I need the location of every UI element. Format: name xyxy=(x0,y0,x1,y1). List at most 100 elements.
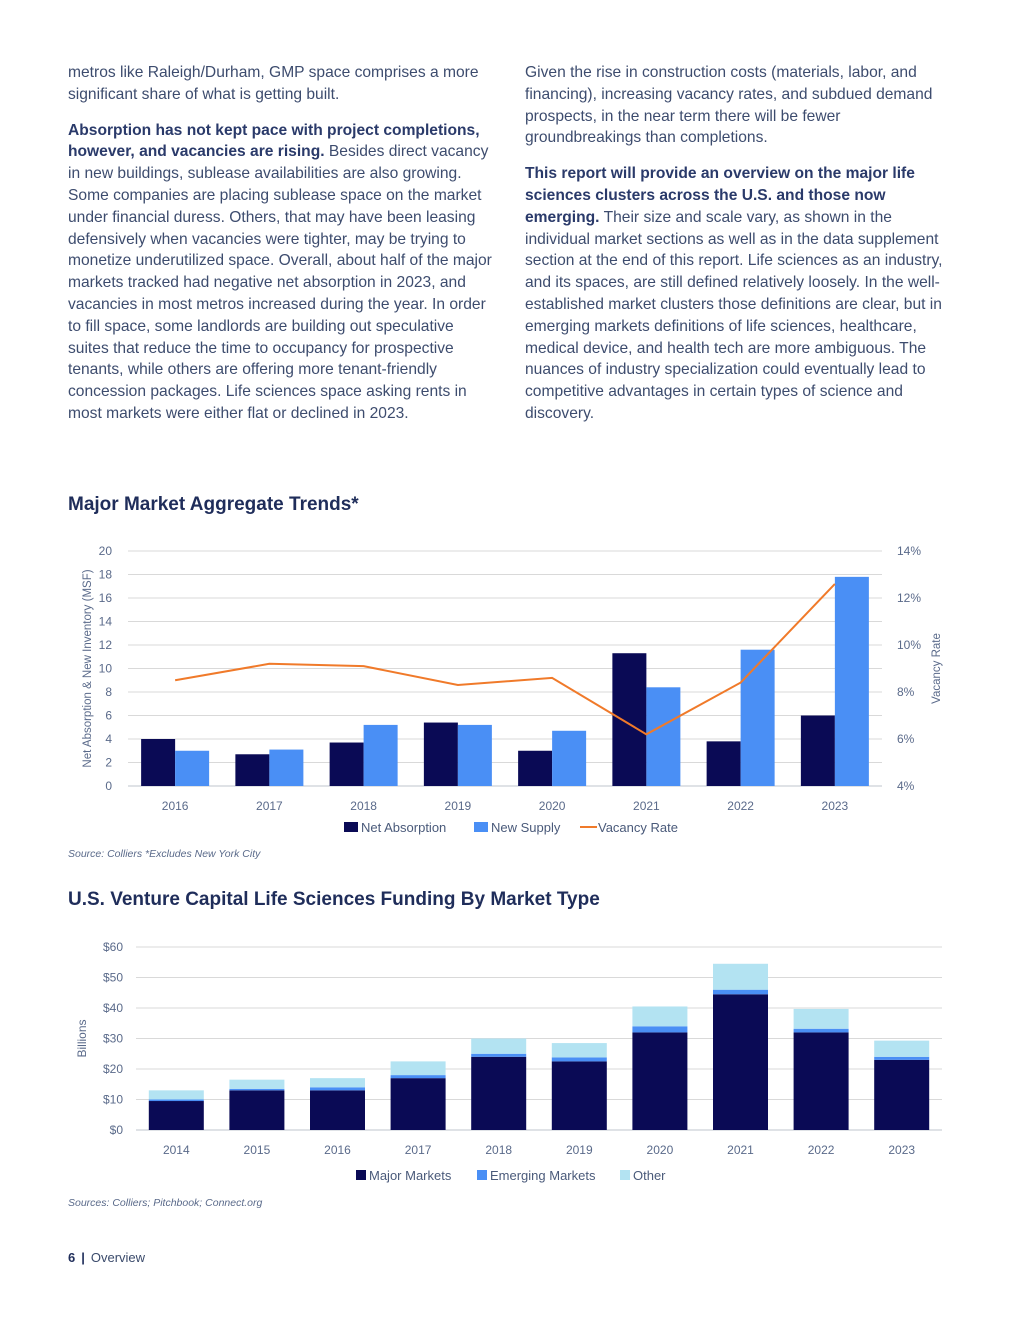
line-vacancy-rate xyxy=(174,583,836,736)
bar-major-markets xyxy=(874,1059,930,1130)
y-axis-title: Net Absorption & New Inventory (MSF) xyxy=(82,569,94,767)
bar-emerging-markets xyxy=(310,1087,365,1091)
y-right-tick-label: 8% xyxy=(897,685,915,699)
bar-new-supply xyxy=(269,749,304,786)
bar-net-absorption xyxy=(518,750,553,786)
bar-new-supply xyxy=(552,730,587,786)
bar-emerging-markets xyxy=(471,1053,527,1057)
x-tick-label: 2016 xyxy=(162,799,189,813)
text-column-right: Given the rise in construction costs (ma… xyxy=(525,62,957,439)
chart1-title: Major Market Aggregate Trends* xyxy=(68,494,359,515)
bar-major-markets xyxy=(148,1101,204,1130)
bar-emerging-markets xyxy=(551,1057,607,1062)
legend-swatch-net-absorption xyxy=(344,822,358,832)
bar-new-supply xyxy=(363,724,398,786)
legend-label: New Supply xyxy=(491,820,561,835)
x-tick-label: 2019 xyxy=(445,799,472,813)
bar-other xyxy=(632,1006,688,1027)
footer-separator: | xyxy=(81,1250,85,1265)
bar-net-absorption xyxy=(800,715,835,786)
text-column-left: metros like Raleigh/Durham, GMP space co… xyxy=(68,62,498,439)
x-tick-label: 2021 xyxy=(727,1143,754,1157)
bar-new-supply xyxy=(457,724,492,786)
y-right-tick-label: 14% xyxy=(897,544,921,558)
x-tick-label: 2015 xyxy=(244,1143,271,1157)
bar-emerging-markets xyxy=(632,1026,688,1033)
bar-major-markets xyxy=(310,1090,365,1130)
y-tick-label: $20 xyxy=(103,1062,123,1076)
bar-net-absorption xyxy=(612,653,647,786)
x-tick-label: 2018 xyxy=(485,1143,512,1157)
bar-other xyxy=(310,1078,365,1088)
chart1-source: Source: Colliers *Excludes New York City xyxy=(68,848,261,860)
bar-net-absorption xyxy=(423,722,458,786)
legend-swatch xyxy=(356,1170,366,1180)
bar-major-markets xyxy=(713,994,768,1130)
paragraph-lead: Absorption has not kept pace with projec… xyxy=(68,121,480,161)
y-tick-label: $50 xyxy=(103,971,123,985)
x-tick-label: 2017 xyxy=(405,1143,432,1157)
bar-emerging-markets xyxy=(148,1099,204,1102)
footer-section: Overview xyxy=(90,1250,146,1265)
chart2-svg: $0 $10 $20 $30 $40 $50 $60 Billions 2014 2015 2016… xyxy=(75,940,942,1183)
y-tick-label: $10 xyxy=(103,1093,123,1107)
y-tick-label: 10 xyxy=(99,662,113,676)
bar-other xyxy=(471,1038,527,1054)
paragraph: This report will provide an overview on … xyxy=(525,165,943,422)
bar-net-absorption xyxy=(141,739,176,786)
y-tick-label: $40 xyxy=(103,1001,123,1015)
bar-emerging-markets xyxy=(713,989,768,995)
bar-new-supply xyxy=(834,576,869,786)
y-right-axis-title: Vacancy Rate xyxy=(931,633,943,704)
bar-other xyxy=(713,963,768,990)
x-tick-label: 2020 xyxy=(539,799,566,813)
legend-label: Major Markets xyxy=(369,1168,452,1183)
y-tick-label: 18 xyxy=(99,568,113,582)
x-tick-label: 2017 xyxy=(256,799,283,813)
y-tick-label: $0 xyxy=(110,1123,124,1137)
bar-new-supply xyxy=(740,649,775,786)
bar-major-markets xyxy=(551,1061,607,1130)
legend-label: Other xyxy=(633,1168,666,1183)
bar-other xyxy=(229,1079,285,1089)
chart2-source: Sources: Colliers; Pitchbook; Connect.or… xyxy=(68,1197,263,1209)
chart2-title: U.S. Venture Capital Life Sciences Fundi… xyxy=(68,889,600,910)
paragraph: metros like Raleigh/Durham, GMP space co… xyxy=(68,64,479,103)
bar-major-markets xyxy=(471,1056,527,1130)
bar-net-absorption xyxy=(706,741,741,786)
bar-emerging-markets xyxy=(390,1075,446,1079)
y-tick-label: 0 xyxy=(105,779,112,793)
y-axis-title: Billions xyxy=(75,1019,89,1057)
bar-other xyxy=(551,1043,607,1058)
paragraph-lead: This report will provide an overview on … xyxy=(525,165,915,226)
bar-emerging-markets xyxy=(229,1088,285,1091)
bar-other xyxy=(793,1008,849,1029)
x-tick-label: 2022 xyxy=(808,1143,835,1157)
x-tick-label: 2021 xyxy=(633,799,660,813)
legend-label: Emerging Markets xyxy=(490,1168,596,1183)
y-tick-label: 12 xyxy=(99,638,113,652)
legend-label: Vacancy Rate xyxy=(598,820,678,835)
x-tick-label: 2016 xyxy=(324,1143,351,1157)
y-right-tick-label: 6% xyxy=(897,732,915,746)
y-tick-label: 8 xyxy=(105,685,112,699)
y-tick-label: 14 xyxy=(99,615,113,629)
y-right-tick-label: 4% xyxy=(897,779,915,793)
x-tick-label: 2023 xyxy=(888,1143,915,1157)
y-tick-label: $30 xyxy=(103,1032,123,1046)
legend-swatch xyxy=(620,1170,630,1180)
x-tick-label: 2023 xyxy=(822,799,849,813)
legend-swatch-new-supply xyxy=(474,822,488,832)
y-tick-label: $60 xyxy=(103,940,123,954)
paragraph: Absorption has not kept pace with projec… xyxy=(68,121,492,422)
paragraph: Given the rise in construction costs (ma… xyxy=(525,64,933,147)
bar-new-supply xyxy=(175,750,210,786)
bar-emerging-markets xyxy=(874,1056,930,1060)
bar-new-supply xyxy=(646,687,681,786)
legend-swatch xyxy=(477,1170,487,1180)
y-tick-label: 6 xyxy=(105,709,112,723)
bar-other xyxy=(874,1040,930,1057)
bar-net-absorption xyxy=(329,742,364,786)
x-tick-label: 2014 xyxy=(163,1143,190,1157)
page-footer: 6 | Overview xyxy=(68,1250,145,1265)
